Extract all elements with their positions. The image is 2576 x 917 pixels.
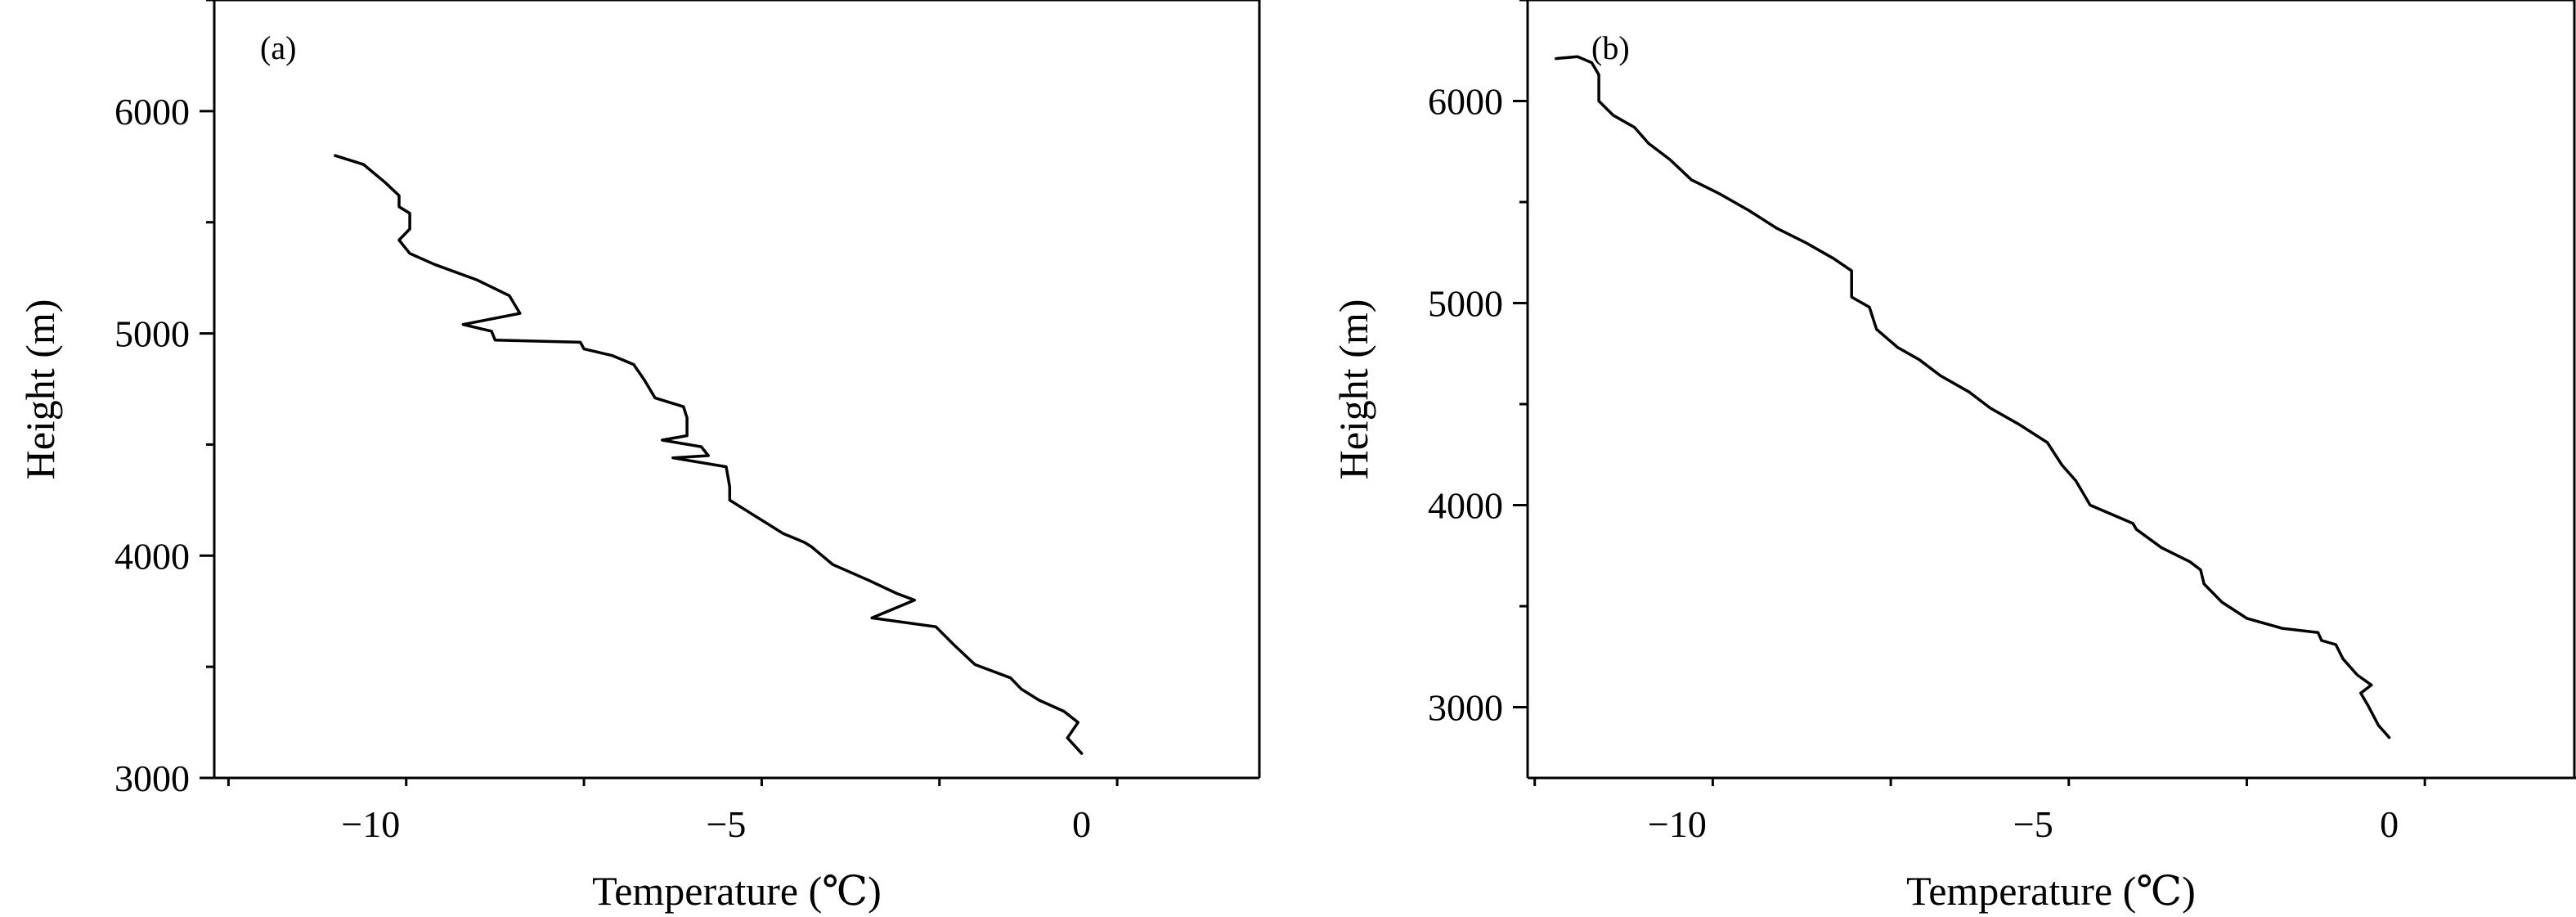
y-tick-label: 5000: [114, 313, 190, 355]
y-tick-label: 4000: [114, 535, 190, 577]
panel-b: −10 −5 0 3000 4000 5000 6000 (b) Temperature (…: [1331, 0, 2576, 914]
y-axis-title-b: Height (m): [1331, 299, 1376, 480]
y-axis-title-a: Height (m): [17, 299, 63, 480]
panel-a: −10 −5 0 3000 4000 5000 6000 (a) Temperature (…: [17, 0, 1261, 914]
axis-tick-labels: −10 −5 0 3000 4000 5000 6000: [114, 91, 1091, 845]
axis-tick-labels: −10 −5 0 3000 4000 5000 6000: [1428, 81, 2399, 845]
panel-label-b: (b): [1591, 29, 1630, 66]
x-tick-label: 0: [2380, 803, 2399, 845]
y-tick-label: 5000: [1428, 283, 1503, 325]
axis-ticks: [1513, 0, 2426, 786]
panel-label-a: (a): [260, 29, 296, 66]
x-axis-title-b: Temperature (℃): [1906, 868, 2196, 914]
x-tick-label: −10: [1648, 803, 1707, 845]
y-tick-label: 4000: [1428, 485, 1503, 527]
y-tick-label: 3000: [1428, 687, 1503, 729]
y-tick-label: 6000: [114, 91, 190, 133]
x-tick-label: 0: [1072, 803, 1091, 845]
y-tick-label: 6000: [1428, 81, 1503, 123]
x-axis-title-a: Temperature (℃): [592, 868, 882, 914]
axis-ticks: [200, 0, 1119, 786]
temperature-profile-line-b: [1555, 55, 2391, 739]
y-tick-label: 3000: [114, 757, 190, 799]
x-tick-label: −10: [341, 803, 400, 845]
x-tick-label: −5: [706, 803, 746, 845]
x-tick-label: −5: [2013, 803, 2053, 845]
temperature-profile-line-a: [334, 154, 1084, 755]
